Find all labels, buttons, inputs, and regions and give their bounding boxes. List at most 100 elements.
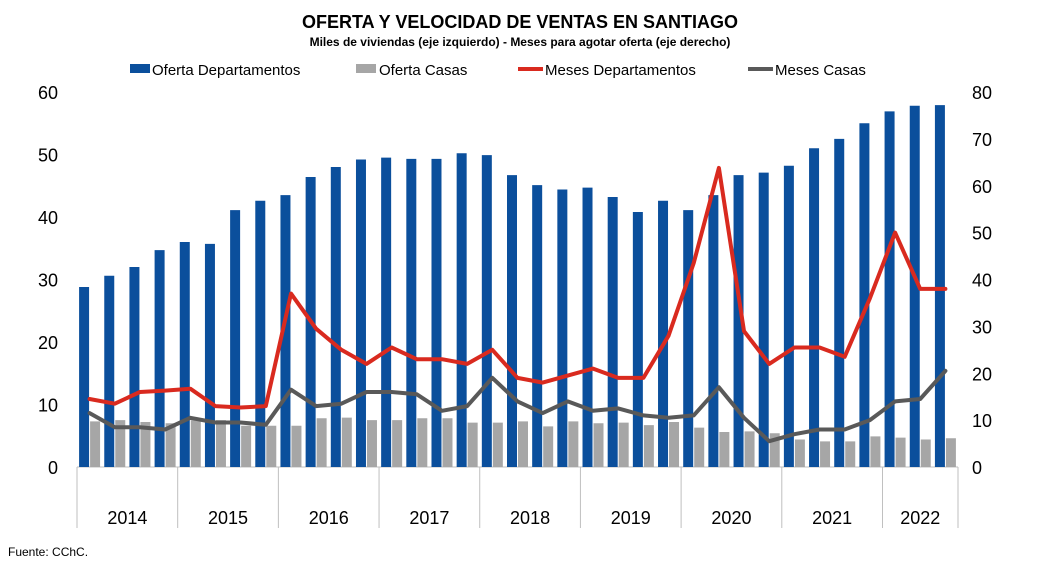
plot-area: 0 10 20 30 40 50 60 0 10 20 30 40 50 60 70 80 2014 2015 20… bbox=[38, 83, 992, 528]
legend: Oferta Departamentos Oferta Casas Meses … bbox=[130, 62, 866, 79]
x-year-label: 2019 bbox=[611, 508, 651, 528]
bar-oferta-departamentos bbox=[456, 153, 467, 467]
y-right-tick-label: 30 bbox=[972, 317, 992, 337]
bar-oferta-departamentos bbox=[708, 195, 719, 467]
bar-oferta-casas bbox=[316, 418, 327, 467]
bar-oferta-casas bbox=[140, 422, 151, 467]
bar-oferta-casas bbox=[593, 423, 604, 467]
x-year-label: 2018 bbox=[510, 508, 550, 528]
x-year-label: 2016 bbox=[309, 508, 349, 528]
bar-oferta-casas bbox=[518, 421, 528, 467]
bar-oferta-departamentos bbox=[255, 200, 266, 467]
bar-oferta-casas bbox=[543, 426, 554, 467]
x-year-label: 2017 bbox=[409, 508, 449, 528]
legend-label-meses-casas: Meses Casas bbox=[775, 62, 866, 79]
bar-oferta-casas bbox=[341, 417, 352, 467]
x-year-label: 2014 bbox=[107, 508, 147, 528]
bar-oferta-departamentos bbox=[532, 185, 543, 467]
bar-oferta-casas bbox=[643, 425, 654, 467]
bar-oferta-casas bbox=[467, 422, 478, 467]
bar-oferta-casas bbox=[744, 431, 755, 467]
y-right-tick-label: 50 bbox=[972, 224, 992, 244]
legend-swatch-oferta-departamentos bbox=[130, 64, 150, 73]
bar-oferta-departamentos bbox=[884, 111, 895, 467]
bar-oferta-casas bbox=[568, 421, 579, 467]
bar-oferta-casas bbox=[215, 420, 226, 467]
bar-oferta-departamentos bbox=[204, 243, 215, 467]
bar-oferta-casas bbox=[366, 420, 377, 467]
bar-oferta-departamentos bbox=[507, 175, 517, 467]
bar-oferta-departamentos bbox=[179, 242, 190, 467]
legend-swatch-oferta-casas bbox=[356, 64, 376, 73]
y-right-tick-label: 20 bbox=[972, 364, 992, 384]
y-right-tick-label: 80 bbox=[972, 83, 992, 103]
bar-oferta-departamentos bbox=[104, 275, 115, 467]
bar-oferta-casas bbox=[165, 423, 176, 467]
y-left-tick-label: 60 bbox=[38, 83, 58, 103]
bar-oferta-departamentos bbox=[859, 123, 870, 467]
line-meses-casas bbox=[87, 368, 948, 444]
bar-oferta-casas bbox=[820, 441, 831, 467]
x-year-label: 2015 bbox=[208, 508, 248, 528]
line-meses-departamentos bbox=[87, 165, 948, 410]
bar-oferta-casas bbox=[845, 441, 856, 467]
bar-oferta-casas bbox=[945, 438, 956, 467]
x-year-label: 2022 bbox=[900, 508, 940, 528]
bar-oferta-casas bbox=[291, 425, 302, 467]
bar-oferta-casas bbox=[90, 421, 101, 467]
bar-oferta-departamentos bbox=[330, 167, 341, 467]
y-right-tick-label: 40 bbox=[972, 271, 992, 291]
bar-oferta-casas bbox=[190, 420, 201, 467]
bar-oferta-departamentos bbox=[355, 159, 366, 467]
bar-oferta-departamentos bbox=[758, 172, 769, 467]
bar-oferta-departamentos bbox=[658, 200, 669, 467]
bar-oferta-casas bbox=[920, 439, 931, 467]
bar-oferta-casas bbox=[694, 427, 705, 467]
bar-oferta-casas bbox=[794, 439, 805, 467]
bar-oferta-casas bbox=[417, 418, 428, 467]
legend-label-meses-departamentos: Meses Departamentos bbox=[545, 62, 696, 79]
legend-label-oferta-casas: Oferta Casas bbox=[379, 62, 467, 79]
bar-oferta-departamentos bbox=[934, 105, 945, 467]
bar-oferta-casas bbox=[442, 418, 453, 467]
bar-oferta-departamentos bbox=[733, 175, 744, 467]
bar-oferta-departamentos bbox=[834, 138, 845, 467]
bar-oferta-casas bbox=[769, 433, 780, 467]
bar-oferta-departamentos bbox=[607, 197, 618, 467]
bar-oferta-departamentos bbox=[406, 158, 417, 467]
bar-oferta-departamentos bbox=[481, 155, 492, 467]
bar-oferta-departamentos bbox=[79, 287, 90, 467]
bar-oferta-departamentos bbox=[909, 105, 920, 467]
y-left-tick-label: 20 bbox=[38, 333, 58, 353]
y-right-tick-label: 60 bbox=[972, 177, 992, 197]
bar-oferta-departamentos bbox=[381, 157, 392, 467]
bar-oferta-departamentos bbox=[783, 165, 794, 467]
y-left-tick-label: 0 bbox=[48, 458, 58, 478]
y-left-tick-label: 30 bbox=[38, 271, 58, 291]
bar-oferta-departamentos bbox=[809, 148, 820, 467]
bar-oferta-casas bbox=[241, 425, 252, 467]
bar-oferta-casas bbox=[266, 425, 277, 467]
y-left-tick-label: 10 bbox=[38, 396, 58, 416]
bar-oferta-departamentos bbox=[582, 187, 593, 467]
bar-oferta-casas bbox=[895, 437, 906, 467]
legend-label-oferta-departamentos: Oferta Departamentos bbox=[152, 62, 300, 79]
bar-oferta-casas bbox=[870, 436, 881, 467]
bar-oferta-departamentos bbox=[280, 195, 291, 467]
bar-oferta-departamentos bbox=[632, 212, 643, 467]
x-year-label: 2020 bbox=[711, 508, 751, 528]
y-left-tick-label: 40 bbox=[38, 208, 58, 228]
bar-oferta-departamentos bbox=[431, 158, 442, 467]
source-note: Fuente: CChC. bbox=[8, 545, 88, 559]
bar-oferta-casas bbox=[669, 422, 680, 467]
y-left-tick-label: 50 bbox=[38, 146, 58, 166]
bar-oferta-departamentos bbox=[230, 210, 241, 467]
bar-oferta-casas bbox=[618, 422, 629, 467]
y-right-tick-label: 10 bbox=[972, 411, 992, 431]
bar-oferta-casas bbox=[392, 420, 403, 467]
bar-oferta-departamentos bbox=[129, 267, 140, 467]
chart-title: OFERTA Y VELOCIDAD DE VENTAS EN SANTIAGO bbox=[302, 12, 738, 32]
y-right-tick-label: 70 bbox=[972, 130, 992, 150]
x-year-label: 2021 bbox=[812, 508, 852, 528]
bar-oferta-departamentos bbox=[557, 189, 568, 467]
